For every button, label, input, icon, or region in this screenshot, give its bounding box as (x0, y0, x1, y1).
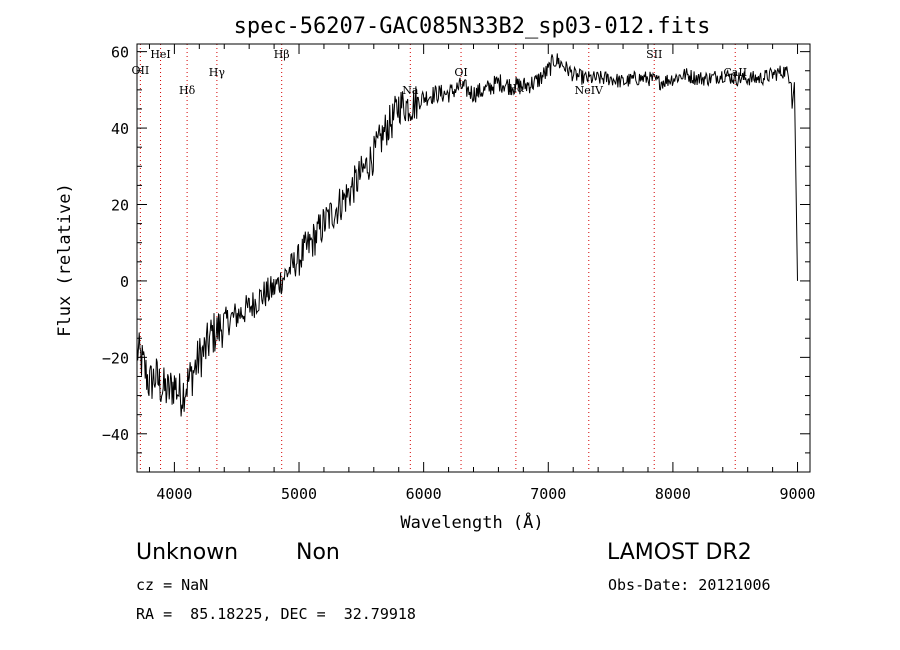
x-tick-label: 5000 (281, 485, 317, 503)
spectral-line-label: Hδ (179, 84, 196, 97)
x-tick-label: 4000 (156, 485, 192, 503)
subclass-label: Non (296, 540, 340, 565)
y-tick-label: 60 (111, 44, 129, 62)
plot-frame (136, 43, 811, 473)
x-tick-label: 6000 (406, 485, 442, 503)
x-tick-label: 8000 (655, 485, 691, 503)
spectral-line-label: Na (402, 84, 419, 97)
x-tick-label: 7000 (530, 485, 566, 503)
chart-title: spec-56207-GAC085N33B2_sp03-012.fits (234, 14, 711, 39)
spectral-line-label: NeIV (575, 84, 604, 97)
y-tick-label: −40 (102, 426, 129, 444)
y-tick-label: −20 (102, 349, 129, 367)
spectral-line-label: Hγ (209, 66, 226, 79)
y-tick-label: 20 (111, 197, 129, 215)
redshift-label: cz = NaN (136, 576, 209, 594)
y-axis-label: Flux (relative) (55, 183, 75, 337)
spectral-line-label: Hβ (274, 48, 290, 61)
spectral-line-label: SII (646, 48, 662, 61)
axis-ticks: 4000 5000 6000 7000 8000 9000 −40 −20 0 20 40 60 (102, 44, 816, 503)
y-tick-label: 0 (120, 273, 129, 291)
y-tick-label: 40 (111, 120, 129, 138)
survey-label: LAMOST DR2 (607, 540, 752, 565)
obs-date-label: Obs-Date: 20121006 (608, 576, 771, 594)
spectrum-series (136, 53, 798, 417)
classification-label: Unknown (136, 540, 239, 565)
x-axis-label: Wavelength (Å) (400, 511, 543, 533)
spectral-line-label: OI (454, 66, 467, 79)
x-tick-label: 9000 (779, 485, 815, 503)
spectral-line-label: HeI (150, 48, 170, 61)
spectrum-line (136, 53, 798, 417)
coordinates-label: RA = 85.18225, DEC = 32.79918 (136, 605, 416, 623)
